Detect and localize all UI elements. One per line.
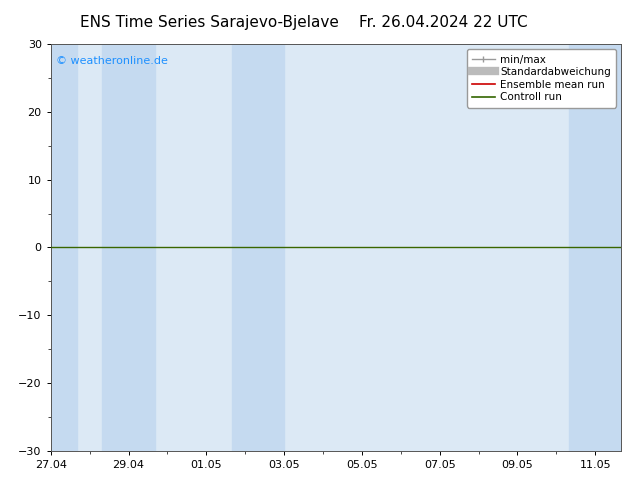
Bar — [569, 44, 595, 451]
Text: Fr. 26.04.2024 22 UTC: Fr. 26.04.2024 22 UTC — [359, 15, 528, 30]
Bar — [233, 44, 258, 451]
Bar — [103, 44, 155, 451]
Bar — [258, 44, 284, 451]
Legend: min/max, Standardabweichung, Ensemble mean run, Controll run: min/max, Standardabweichung, Ensemble me… — [467, 49, 616, 107]
Text: ENS Time Series Sarajevo-Bjelave: ENS Time Series Sarajevo-Bjelave — [80, 15, 339, 30]
Bar — [595, 44, 621, 451]
Bar — [51, 44, 77, 451]
Text: © weatheronline.de: © weatheronline.de — [56, 56, 168, 66]
